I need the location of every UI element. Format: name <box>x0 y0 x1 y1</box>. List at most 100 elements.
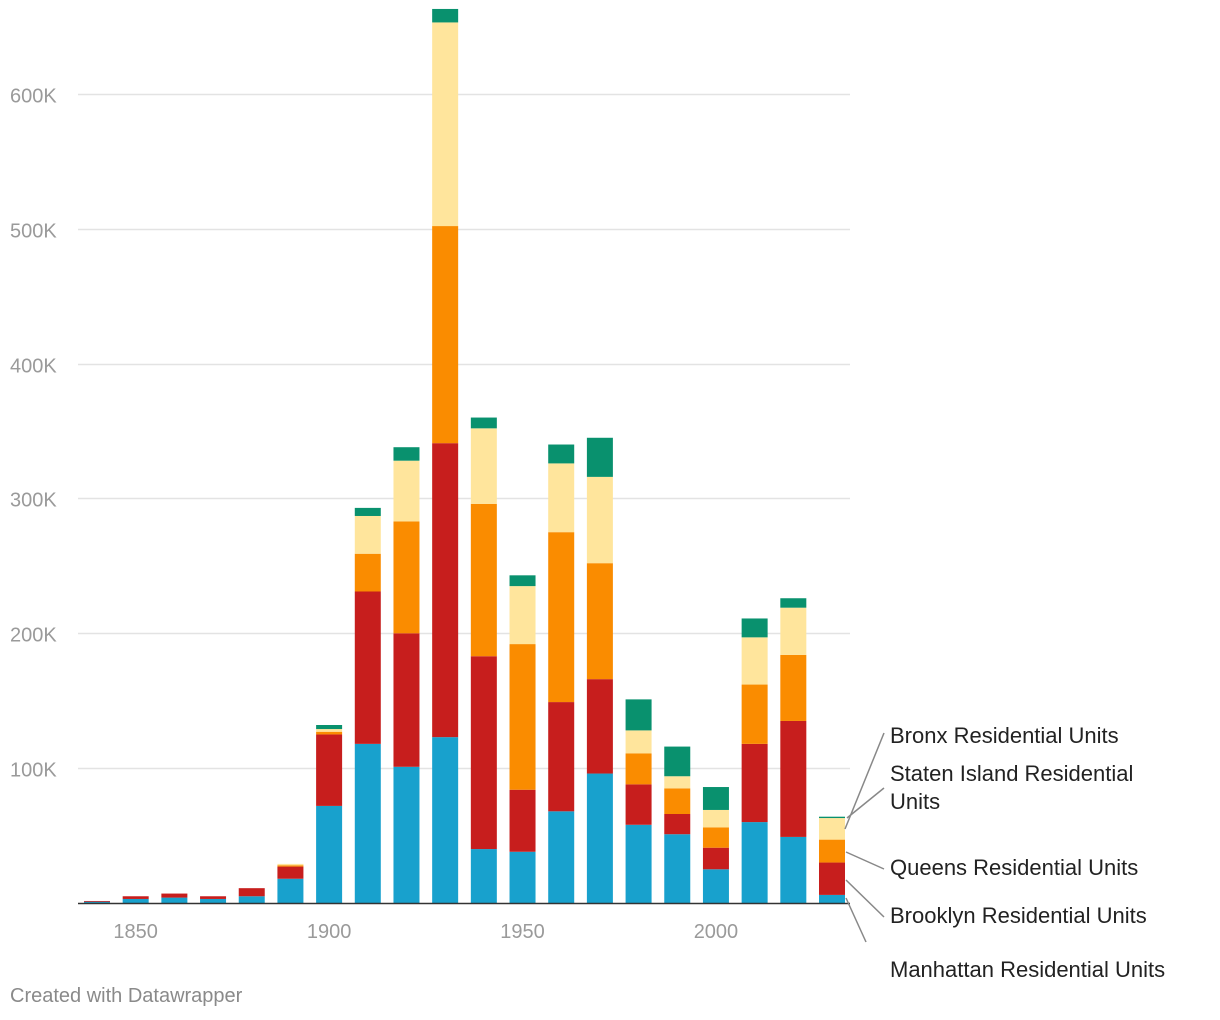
bar-segment <box>84 901 110 903</box>
bar-segment <box>393 521 420 634</box>
bar-segment <box>664 788 691 814</box>
x-tick-label: 1850 <box>113 921 158 943</box>
bar-segment <box>548 444 575 464</box>
bar-segment <box>741 822 768 903</box>
bar-segment <box>238 896 265 903</box>
y-tick-label: 500K <box>10 221 57 243</box>
bar-segment <box>702 787 729 810</box>
bar-segment <box>432 226 459 444</box>
bar-segment <box>432 737 459 903</box>
x-axis-tick-labels: 1850 1900 1950 2000 <box>113 921 738 943</box>
bar-segment <box>780 836 807 903</box>
bar-segment <box>664 814 691 835</box>
x-tick-label: 1950 <box>500 921 545 943</box>
bar-segment <box>470 656 497 850</box>
series-label: Brooklyn Residential Units <box>890 903 1147 928</box>
bar-segment <box>509 586 536 645</box>
bar-segment <box>702 847 729 870</box>
bar-segment <box>200 896 227 899</box>
bar-segment <box>702 827 729 848</box>
bar-segment <box>780 598 807 608</box>
y-tick-label: 200K <box>10 625 57 647</box>
bar-segment <box>393 633 420 767</box>
bar-segment <box>586 773 613 903</box>
series-label: Units <box>890 789 940 814</box>
bar-segment <box>819 862 845 895</box>
bar-segment <box>316 805 343 903</box>
bar-segment <box>741 684 768 744</box>
bar-segment <box>316 731 343 735</box>
bar-segment <box>780 607 807 655</box>
series-label: Staten Island Residential <box>890 761 1133 786</box>
bar-segment <box>548 463 575 533</box>
y-axis-tick-labels: 100K 200K 300K 400K 500K 600K <box>10 86 57 782</box>
bar-segment <box>509 851 536 903</box>
bar-segment <box>780 720 807 837</box>
bar-segment <box>393 460 420 522</box>
bar-segment <box>586 679 613 774</box>
bar-segment <box>238 888 265 897</box>
bar-segment <box>819 818 845 840</box>
bar-segment <box>470 428 497 504</box>
series-label: Bronx Residential Units <box>890 723 1119 748</box>
bar-segment <box>316 729 343 732</box>
bar-segment <box>200 898 227 903</box>
bars <box>84 8 845 903</box>
bar-segment <box>548 532 575 703</box>
bar-segment <box>586 563 613 680</box>
bar-segment <box>277 865 304 867</box>
bar-segment <box>625 824 652 903</box>
y-tick-label: 100K <box>10 760 57 782</box>
bar-segment <box>625 753 652 785</box>
series-label: Queens Residential Units <box>890 855 1138 880</box>
bar-segment <box>122 896 149 899</box>
bar-segment <box>625 730 652 754</box>
gridlines <box>78 93 850 770</box>
bar-segment <box>432 443 459 738</box>
series-label: Manhattan Residential Units <box>890 957 1165 982</box>
bar-segment <box>509 789 536 852</box>
bar-segment <box>780 654 807 721</box>
bar-segment <box>277 866 304 879</box>
bar-segment <box>354 507 381 516</box>
bar-segment <box>161 893 188 898</box>
bar-segment <box>625 784 652 825</box>
bar-segment <box>393 447 420 461</box>
bar-segment <box>819 894 845 903</box>
bar-segment <box>664 776 691 789</box>
y-tick-label: 300K <box>10 490 57 512</box>
bar-segment <box>548 702 575 812</box>
bar-segment <box>586 476 613 564</box>
bar-segment <box>354 515 381 554</box>
bar-segment <box>664 834 691 903</box>
x-tick-label: 2000 <box>694 921 739 943</box>
bar-segment <box>432 22 459 227</box>
bar-segment <box>819 839 845 863</box>
y-tick-label: 400K <box>10 356 57 378</box>
bar-segment <box>122 898 149 903</box>
bar-segment <box>277 863 304 866</box>
bar-segment <box>84 900 110 902</box>
bar-segment <box>393 766 420 903</box>
bar-segment <box>354 553 381 592</box>
y-tick-label: 600K <box>10 86 57 108</box>
credit-text: Created with Datawrapper <box>10 985 243 1007</box>
leader-line <box>844 732 885 830</box>
bar-segment <box>432 8 459 23</box>
bar-segment <box>470 417 497 429</box>
bar-segment <box>509 575 536 587</box>
bar-segment <box>586 437 613 477</box>
direct-labels: Manhattan Residential Units Brooklyn Resi… <box>844 723 1165 982</box>
bar-segment <box>664 746 691 777</box>
leader-line <box>845 897 867 943</box>
bar-segment <box>741 618 768 638</box>
bar-segment <box>548 811 575 903</box>
bar-segment <box>741 743 768 823</box>
bar-segment <box>625 699 652 731</box>
leader-line <box>845 851 885 870</box>
bar-segment <box>354 591 381 744</box>
x-tick-label: 1900 <box>307 921 352 943</box>
bar-segment <box>316 734 343 806</box>
bar-segment <box>702 869 729 903</box>
bar-segment <box>741 637 768 685</box>
